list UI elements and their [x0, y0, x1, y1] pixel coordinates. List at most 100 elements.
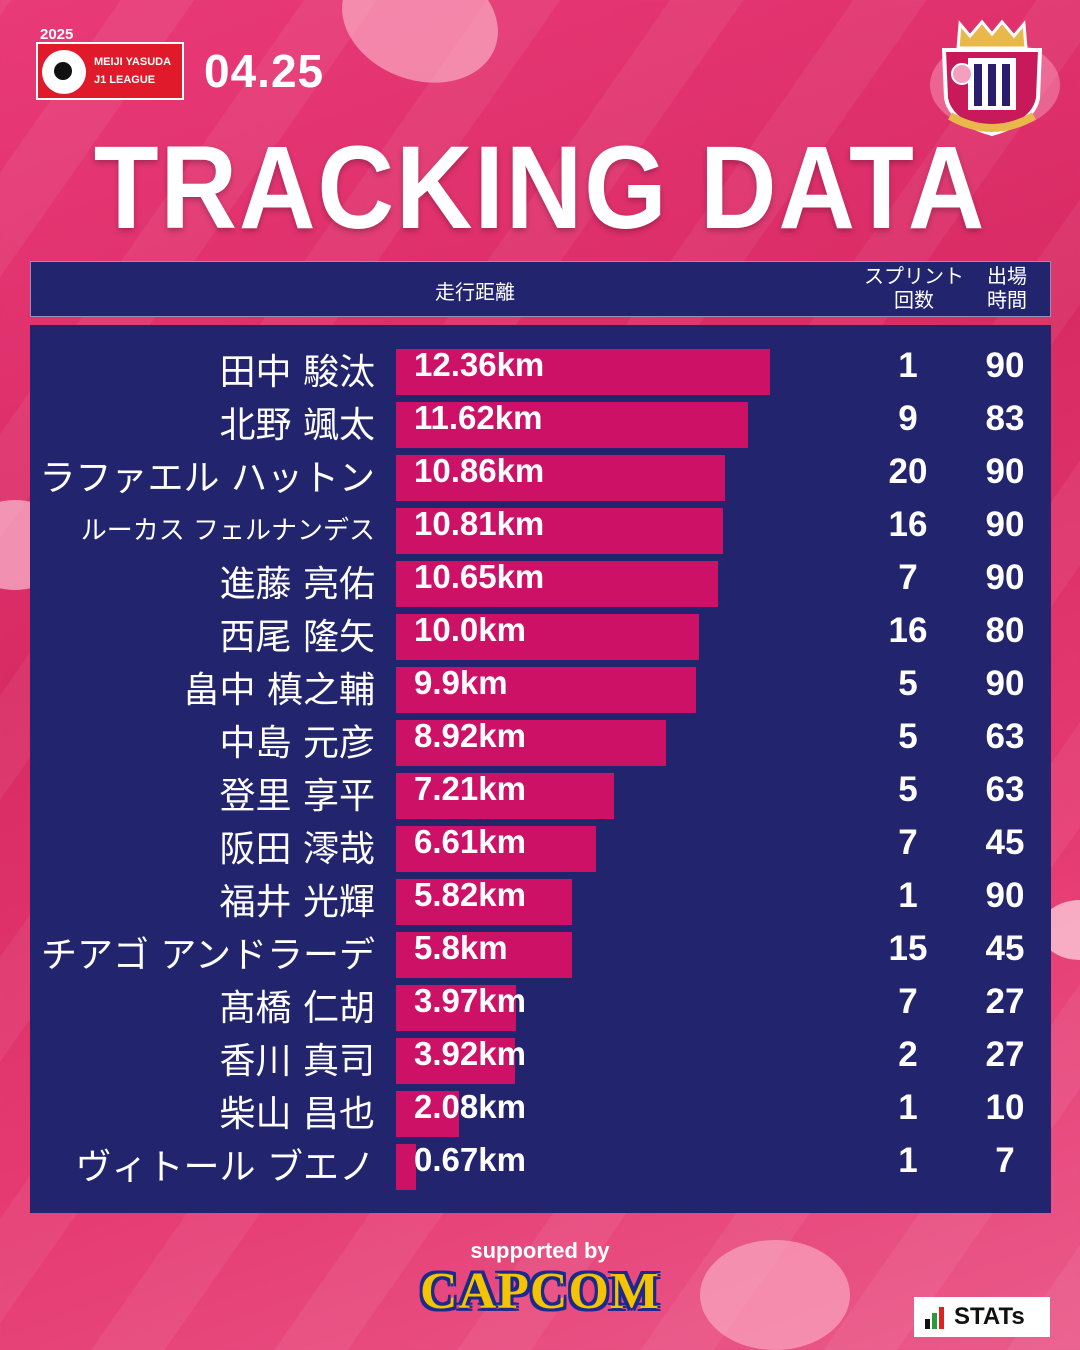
j-ball-icon [42, 50, 86, 94]
match-date: 04.25 [204, 45, 325, 97]
sprint-count: 7 [898, 558, 918, 597]
tracking-table: 田中 駿汰 12.36km 1 90 北野 颯太 11.62km 9 83 ラファエル ハットン… [30, 325, 1051, 1213]
distance-bar [396, 985, 517, 1031]
minutes-played: 83 [985, 399, 1025, 438]
distance-label: 8.92km [414, 717, 526, 754]
distance-label: 5.8km [414, 929, 508, 966]
distance-bar [396, 455, 725, 501]
stats-logo: STATs [914, 1297, 1050, 1337]
minutes-played: 90 [985, 346, 1025, 385]
distance-bar [396, 932, 572, 978]
sprint-count: 1 [898, 346, 918, 385]
distance-label: 2.08km [414, 1088, 526, 1125]
player-name: 福井 光輝 [219, 882, 375, 923]
sprint-count: 9 [898, 399, 918, 438]
player-name: 畠中 槙之輔 [183, 670, 375, 711]
player-row: 田中 駿汰 12.36km 1 90 [30, 346, 1051, 399]
minutes-header-line1: 出場 [987, 264, 1027, 288]
league-badge: MEIJI YASUDA J1 LEAGUE [36, 42, 184, 100]
sprint-count: 1 [898, 876, 918, 915]
j-league-logo: 2025 MEIJI YASUDA J1 LEAGUE [36, 26, 186, 104]
sprint-column-header: スプリント 回数 [849, 264, 979, 312]
player-name: 田中 駿汰 [219, 352, 375, 393]
minutes-played: 63 [985, 717, 1025, 756]
distance-bar [396, 1144, 417, 1190]
player-row: 香川 真司 3.92km 2 27 [30, 1035, 1051, 1088]
sprint-header-line1: スプリント [864, 264, 964, 288]
distance-bar [396, 667, 696, 713]
distance-bar [396, 1038, 515, 1084]
player-name: チアゴ アンドラーデ [40, 935, 375, 976]
distance-label: 5.82km [414, 876, 526, 913]
distance-label: 10.86km [414, 452, 545, 489]
player-name: 中島 元彦 [219, 723, 375, 764]
sprint-count: 5 [898, 664, 918, 703]
minutes-played: 90 [985, 558, 1025, 597]
minutes-played: 27 [985, 1035, 1025, 1074]
minutes-played: 90 [985, 664, 1025, 703]
petal-decoration [700, 1240, 850, 1350]
player-name: ラファエル ハットン [39, 458, 375, 499]
distance-label: 0.67km [414, 1141, 526, 1178]
minutes-played: 27 [985, 982, 1025, 1021]
supported-by-text: supported by [470, 1238, 610, 1263]
player-row: 髙橋 仁胡 3.97km 7 27 [30, 982, 1051, 1035]
distance-bar [396, 826, 596, 872]
player-name: 進藤 亮佑 [219, 564, 375, 605]
sprint-count: 7 [898, 823, 918, 862]
distance-label: 6.61km [414, 823, 526, 860]
player-name: 登里 享平 [219, 776, 375, 817]
sprint-count: 15 [888, 929, 928, 968]
sprint-count: 16 [888, 505, 928, 544]
sprint-count: 5 [898, 717, 918, 756]
distance-label: 10.65km [414, 558, 545, 595]
season-year: 2025 [40, 26, 74, 43]
minutes-header-line2: 時間 [987, 288, 1027, 312]
sprint-count: 1 [898, 1141, 918, 1180]
sprint-count: 5 [898, 770, 918, 809]
distance-label: 3.92km [414, 1035, 526, 1072]
club-crest-icon [941, 19, 1043, 137]
player-row: 福井 光輝 5.82km 1 90 [30, 876, 1051, 929]
sprint-count: 7 [898, 982, 918, 1021]
minutes-played: 7 [995, 1141, 1015, 1180]
player-name: ヴィトール ブエノ [75, 1147, 375, 1188]
player-row: 登里 享平 7.21km 5 63 [30, 770, 1051, 823]
distance-label: 11.62km [414, 399, 543, 436]
minutes-played: 63 [985, 770, 1025, 809]
player-row: チアゴ アンドラーデ 5.8km 15 45 [30, 929, 1051, 982]
minutes-column-header: 出場 時間 [977, 264, 1037, 312]
player-row: 北野 颯太 11.62km 9 83 [30, 399, 1051, 452]
distance-bar [396, 402, 748, 448]
player-row: 西尾 隆矢 10.0km 16 80 [30, 611, 1051, 664]
distance-bar [396, 614, 699, 660]
player-row: 中島 元彦 8.92km 5 63 [30, 717, 1051, 770]
minutes-played: 90 [985, 876, 1025, 915]
player-name: ルーカス フェルナンデス [80, 516, 375, 546]
player-name: 香川 真司 [219, 1041, 375, 1082]
sprint-count: 1 [898, 1088, 918, 1127]
distance-label: 9.9km [414, 664, 508, 701]
minutes-played: 45 [985, 929, 1025, 968]
distance-bar [396, 720, 666, 766]
player-row: ラファエル ハットン 10.86km 20 90 [30, 452, 1051, 505]
distance-column-header: 走行距離 [435, 280, 515, 304]
sprint-count: 16 [888, 611, 928, 650]
distance-bar [396, 879, 573, 925]
page-title: TRACKING DATA [93, 122, 987, 254]
player-row: 阪田 澪哉 6.61km 7 45 [30, 823, 1051, 876]
sprint-count: 2 [898, 1035, 918, 1074]
stats-logo-text: STATs [954, 1303, 1025, 1330]
player-name: 西尾 隆矢 [219, 617, 375, 658]
column-header-bar: 走行距離 スプリント 回数 出場 時間 [30, 261, 1051, 317]
minutes-played: 10 [985, 1088, 1025, 1127]
league-name-line2: J1 LEAGUE [94, 74, 156, 86]
distance-bar [396, 773, 615, 819]
player-row: ルーカス フェルナンデス 10.81km 16 90 [30, 505, 1051, 558]
distance-bar [396, 508, 724, 554]
sprint-count: 20 [888, 452, 928, 491]
player-row: 柴山 昌也 2.08km 1 10 [30, 1088, 1051, 1141]
distance-label: 7.21km [414, 770, 526, 807]
distance-bar [396, 1091, 459, 1137]
distance-label: 3.97km [414, 982, 526, 1019]
